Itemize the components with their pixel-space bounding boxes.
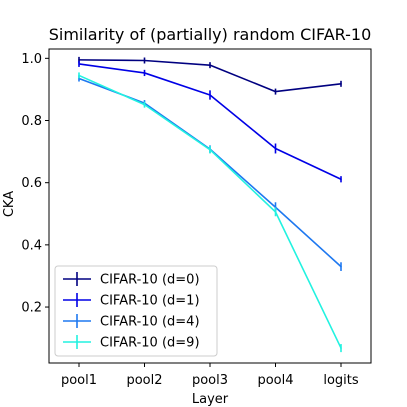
y-tick-label: 0.6: [21, 176, 42, 191]
legend-label: CIFAR-10 (d=1): [100, 294, 200, 309]
data-point: [78, 59, 80, 61]
y-tick-label: 0.8: [21, 114, 42, 129]
series-line: [78, 63, 342, 180]
data-point: [143, 103, 146, 106]
data-point: [274, 211, 277, 213]
legend-label: CIFAR-10 (d=9): [100, 336, 200, 351]
x-tick-label: pool2: [126, 373, 162, 388]
x-tick-label: logits: [323, 373, 359, 388]
legend-box: [54, 265, 218, 357]
y-axis-label: CKA: [2, 191, 17, 217]
series-3: [78, 72, 342, 353]
data-point: [340, 347, 342, 349]
data-point: [340, 83, 342, 85]
legend-item: CIFAR-10 (d=9): [63, 335, 200, 351]
x-axis-label: Layer: [192, 392, 229, 407]
chart-title: Similarity of (partially) random CIFAR-1…: [49, 25, 372, 44]
legend-item: CIFAR-10 (d=0): [63, 272, 200, 288]
y-tick-label: 1.0: [21, 52, 42, 67]
data-point: [274, 90, 277, 93]
y-tick-label: 0.4: [21, 238, 42, 253]
data-point: [143, 59, 146, 62]
data-point: [209, 148, 211, 151]
legend: CIFAR-10 (d=0) CIFAR-10 (d=1) CIFAR-10 (d=…: [54, 265, 218, 357]
data-point: [209, 64, 211, 66]
data-point: [209, 94, 211, 96]
data-point: [274, 147, 277, 150]
y-tick-label: 0.2: [21, 301, 42, 316]
x-tick-label: pool1: [61, 373, 97, 388]
data-point: [143, 72, 146, 74]
series-1: [78, 60, 342, 183]
legend-item: CIFAR-10 (d=1): [63, 293, 200, 309]
data-point: [340, 178, 342, 181]
legend-label: CIFAR-10 (d=4): [100, 315, 200, 330]
data-point: [340, 265, 342, 268]
x-tick-label: pool3: [192, 373, 228, 388]
plot-area: [78, 56, 342, 353]
x-tick-label: pool4: [257, 373, 293, 388]
series-0: [78, 56, 342, 95]
data-point: [78, 63, 80, 65]
series-2: [78, 75, 342, 271]
legend-item: CIFAR-10 (d=4): [63, 314, 200, 330]
series-line: [78, 77, 342, 268]
legend-label: CIFAR-10 (d=0): [100, 273, 200, 288]
data-point: [78, 74, 80, 77]
